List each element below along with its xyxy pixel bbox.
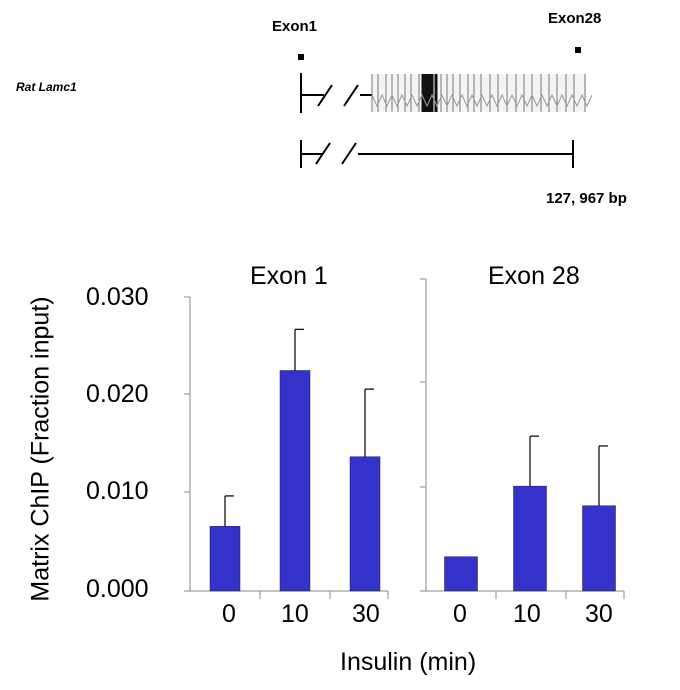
panel-title-exon28: Exon 28 [488, 262, 580, 290]
break-mark [317, 84, 333, 107]
panel-title-exon1: Exon 1 [250, 262, 328, 290]
bar [513, 485, 547, 592]
gene-length-label: 127, 967 bp [546, 190, 627, 207]
x-tick-label: 10 [513, 600, 541, 628]
y-tick-label: 0.030 [86, 283, 149, 311]
x-tick-label: 30 [352, 600, 380, 628]
break-mark [343, 84, 359, 107]
exon1-label: Exon1 [272, 18, 318, 35]
gene-diagram [298, 47, 593, 168]
bar [444, 556, 478, 592]
x-tick-label: 10 [281, 600, 309, 628]
exon28-label: Exon28 [548, 10, 602, 27]
intron-zigzag [371, 93, 593, 108]
y-tick-label: 0.010 [86, 477, 149, 505]
bar [209, 526, 241, 592]
y-tick-label: 0.020 [86, 380, 149, 408]
y-axis-title: Matrix ChIP (Fraction input) [26, 296, 55, 602]
bar [349, 456, 381, 592]
exon28-marker [575, 47, 581, 53]
break-mark [315, 142, 331, 165]
break-mark [341, 142, 357, 165]
x-tick-label: 0 [222, 600, 236, 628]
bar [279, 370, 311, 592]
y-tick-label: 0.000 [86, 575, 149, 603]
gene-label: Rat Lamc1 [16, 80, 77, 94]
bar [582, 505, 616, 592]
exon1-marker [298, 54, 304, 60]
x-tick-label: 0 [453, 600, 467, 628]
x-tick-label: 30 [585, 600, 613, 628]
x-axis-title: Insulin (min) [340, 648, 477, 676]
